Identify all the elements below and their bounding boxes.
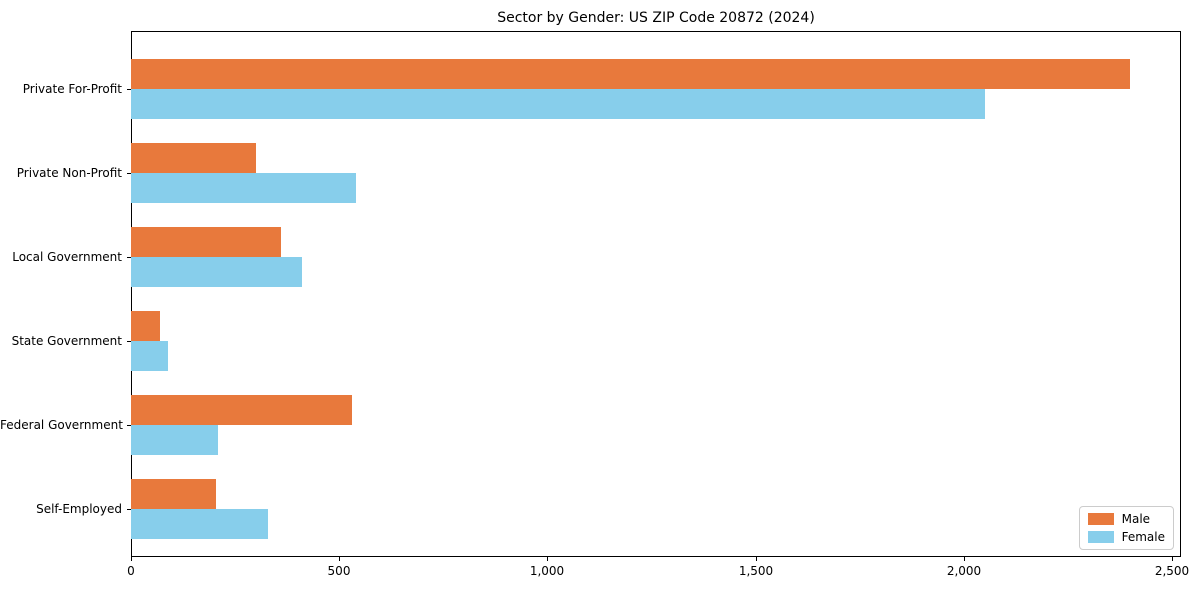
x-tick-mark [131, 557, 132, 561]
x-tick-label: 1,000 [529, 564, 565, 578]
y-tick-label: Self-Employed [36, 502, 122, 516]
chart-title: Sector by Gender: US ZIP Code 20872 (202… [497, 10, 815, 26]
x-tick-label: 500 [327, 564, 351, 578]
x-tick-mark [756, 557, 757, 561]
bar-male-2 [131, 143, 256, 173]
legend-row-male: Male [1087, 512, 1165, 526]
bar-female-2 [131, 173, 356, 203]
y-tick-label: Local Government [12, 250, 122, 264]
legend-label-male: Male [1121, 512, 1151, 526]
bar-female-1 [131, 89, 985, 119]
legend-swatch-male [1087, 513, 1114, 525]
y-tick-mark [127, 509, 131, 510]
legend-label-female: Female [1121, 530, 1165, 544]
y-tick-mark [127, 425, 131, 426]
legend: Male Female [1078, 506, 1174, 550]
legend-swatch-female [1087, 531, 1114, 543]
bar-male-5 [131, 395, 352, 425]
legend-row-female: Female [1087, 530, 1165, 544]
x-tick-mark [964, 557, 965, 561]
y-tick-mark [127, 173, 131, 174]
y-tick-label: State Government [11, 334, 122, 348]
bar-male-6 [131, 479, 216, 509]
x-tick-label: 2,000 [946, 564, 982, 578]
x-tick-label: 0 [127, 564, 135, 578]
bar-female-4 [131, 341, 168, 371]
y-tick-label: Private For-Profit [22, 82, 122, 96]
bar-male-3 [131, 227, 281, 257]
bar-male-1 [131, 59, 1130, 89]
y-tick-label: Private Non-Profit [16, 166, 122, 180]
x-tick-mark [547, 557, 548, 561]
y-tick-mark [127, 341, 131, 342]
bar-female-3 [131, 257, 302, 287]
y-tick-mark [127, 89, 131, 90]
x-tick-label: 1,500 [738, 564, 774, 578]
bar-male-4 [131, 311, 160, 341]
y-tick-label: Federal Government [0, 418, 123, 432]
x-tick-mark [339, 557, 340, 561]
x-tick-label: 2,500 [1154, 564, 1190, 578]
y-tick-mark [127, 257, 131, 258]
x-tick-mark [1172, 557, 1173, 561]
bar-female-5 [131, 425, 218, 455]
bar-female-6 [131, 509, 268, 539]
